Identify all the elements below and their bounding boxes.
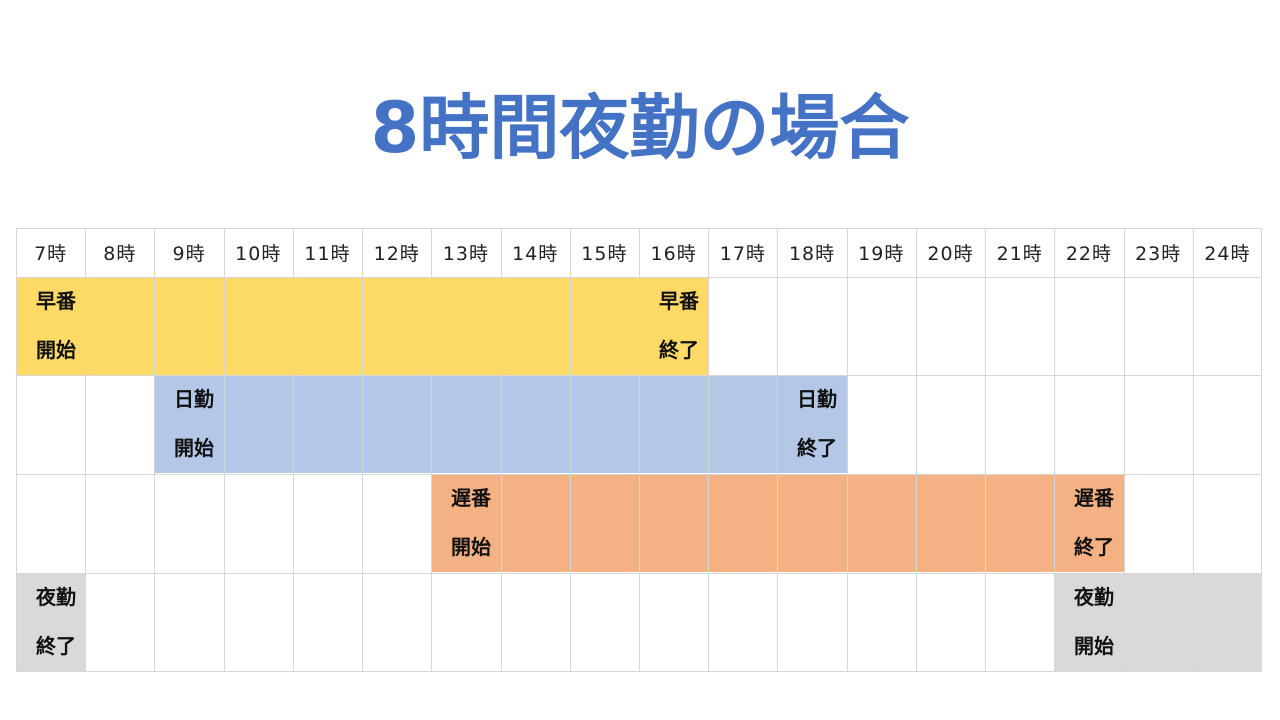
hour-header-16: 16時 bbox=[650, 243, 697, 265]
hour-header-15: 15時 bbox=[581, 243, 628, 265]
hour-header-8: 8時 bbox=[103, 243, 137, 265]
hour-header-9: 9時 bbox=[172, 243, 206, 265]
night-shift-end-label-2: 終了 bbox=[36, 634, 76, 658]
night-shift-start-label-2: 開始 bbox=[1074, 634, 1114, 658]
early-shift-start-label-2: 開始 bbox=[36, 338, 76, 362]
hour-header-7: 7時 bbox=[34, 243, 68, 265]
hour-header-23: 23時 bbox=[1135, 243, 1182, 265]
hour-header-19: 19時 bbox=[858, 243, 905, 265]
hour-header-24: 24時 bbox=[1204, 243, 1251, 265]
page-title: 8時間夜勤の場合 bbox=[370, 87, 910, 169]
hour-header-18: 18時 bbox=[788, 243, 836, 265]
hour-header-21: 21時 bbox=[996, 243, 1043, 265]
hour-header-22: 22時 bbox=[1065, 243, 1113, 265]
night-shift-end-bar bbox=[16, 573, 86, 671]
day-shift-end-label-1: 日勤 bbox=[797, 387, 837, 411]
late-shift-end-label-2: 終了 bbox=[1074, 535, 1114, 559]
day-shift-end-label-2: 終了 bbox=[797, 436, 837, 460]
hour-header-13: 13時 bbox=[442, 243, 490, 265]
early-shift-end-label-1: 早番 bbox=[659, 289, 699, 313]
late-shift-start-label-2: 開始 bbox=[451, 535, 491, 559]
early-shift-end-label-2: 終了 bbox=[659, 338, 699, 362]
night-shift-end-label-1: 夜勤 bbox=[36, 585, 76, 609]
hour-header-12: 12時 bbox=[373, 243, 420, 265]
early-shift-start-label-1: 早番 bbox=[36, 289, 76, 313]
day-shift-start-label-1: 日勤 bbox=[174, 387, 214, 411]
day-shift-start-label-2: 開始 bbox=[174, 436, 214, 460]
shift-timeline-grid: 7時 8時 9時 10時 11時 12時 13時 14時 15時 16時 17時… bbox=[16, 228, 1262, 672]
hour-header-14: 14時 bbox=[512, 243, 559, 265]
hour-header-17: 17時 bbox=[719, 243, 766, 265]
hour-header-10: 10時 bbox=[235, 243, 282, 265]
night-shift-start-bar bbox=[1054, 573, 1262, 671]
late-shift-start-label-1: 遅番 bbox=[451, 486, 491, 510]
late-shift-end-label-1: 遅番 bbox=[1074, 486, 1114, 510]
hour-header-20: 20時 bbox=[927, 243, 974, 265]
night-shift-start-label-1: 夜勤 bbox=[1074, 585, 1114, 609]
hour-header-11: 11時 bbox=[304, 243, 351, 265]
